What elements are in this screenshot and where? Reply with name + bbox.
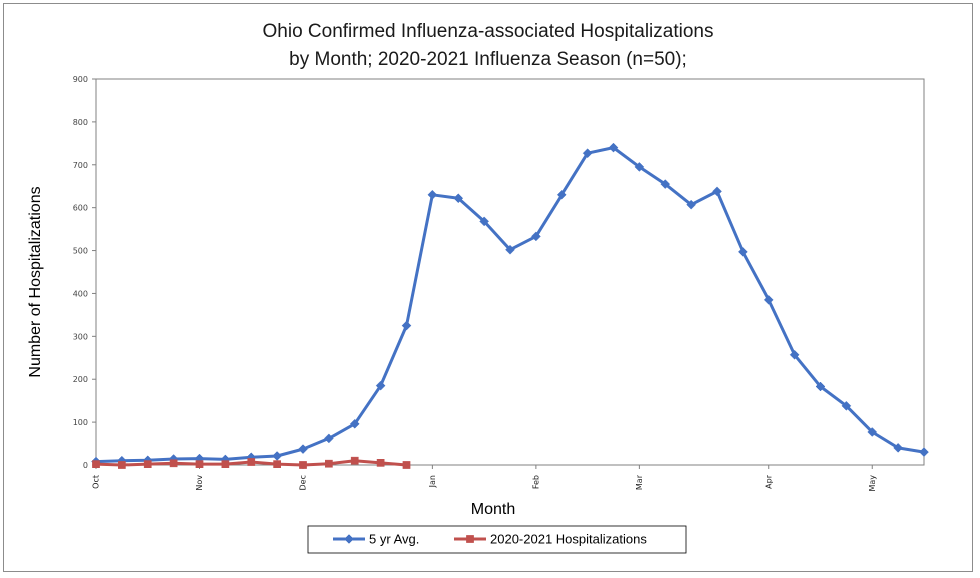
data-point	[686, 199, 696, 210]
legend-swatch-marker	[466, 535, 474, 543]
data-point	[401, 320, 412, 331]
data-point	[608, 142, 619, 153]
data-point	[402, 461, 411, 469]
data-point	[815, 381, 826, 392]
x-tick-label: Dec	[299, 475, 308, 490]
data-point	[325, 459, 333, 468]
x-tick-label: Feb	[531, 475, 540, 489]
data-point	[324, 433, 334, 444]
legend-swatch-marker	[344, 534, 354, 544]
data-point	[582, 148, 593, 159]
y-axis-title: Number of Hospitalizations	[27, 186, 44, 377]
data-point	[841, 400, 852, 411]
data-point	[505, 244, 515, 255]
data-point	[634, 162, 645, 172]
data-point	[221, 460, 230, 468]
y-axis-ticks: 0 100 200 300 400 500 600 700 800 900	[73, 75, 96, 470]
legend-label: 5 yr Avg.	[369, 532, 419, 547]
data-point	[556, 189, 567, 200]
data-point	[195, 460, 204, 468]
legend-label: 2020-2021 Hospitalizations	[490, 532, 647, 547]
legend-items: 5 yr Avg. 2020-2021 Hospitalizations	[333, 532, 647, 547]
data-point	[427, 189, 438, 200]
data-point	[118, 461, 126, 469]
data-point	[375, 380, 386, 391]
data-point	[92, 460, 100, 468]
data-point	[479, 216, 489, 227]
x-axis-ticks: Oct Nov Dec Jan Feb Mar Apr May	[92, 465, 877, 492]
chart-title-line-2: by Month; 2020-2021 Influenza Season (n=…	[289, 49, 687, 70]
data-point	[169, 459, 178, 468]
data-point	[298, 444, 308, 454]
y-tick-label: 700	[73, 161, 88, 170]
x-tick-label: Oct	[92, 475, 101, 489]
y-tick-label: 0	[83, 461, 88, 470]
data-point	[143, 460, 152, 468]
series-layer	[91, 142, 929, 469]
data-point	[763, 295, 774, 305]
x-tick-label: May	[868, 475, 877, 492]
y-tick-label: 100	[73, 418, 88, 427]
y-tick-label: 900	[73, 75, 88, 84]
data-point	[299, 461, 307, 469]
data-point	[919, 447, 929, 457]
y-tick-label: 800	[73, 118, 88, 127]
data-point	[376, 459, 385, 467]
data-point	[453, 193, 464, 204]
data-point	[867, 427, 878, 437]
data-point	[349, 418, 360, 429]
plot-border	[95, 78, 925, 466]
y-tick-label: 400	[73, 289, 88, 298]
x-tick-label: Mar	[635, 474, 644, 490]
y-tick-label: 200	[73, 375, 88, 384]
series-season-2020-2021	[92, 456, 411, 469]
x-axis-title: Month	[471, 501, 515, 518]
chart-title-line-1: Ohio Confirmed Influenza-associated Hosp…	[263, 21, 714, 42]
data-point	[350, 456, 359, 465]
data-point	[660, 179, 671, 189]
data-point	[531, 231, 541, 242]
data-point	[738, 246, 748, 257]
y-tick-label: 500	[73, 247, 88, 256]
x-tick-label: Jan	[428, 475, 437, 488]
legend: 5 yr Avg. 2020-2021 Hospitalizations	[307, 525, 687, 554]
data-point	[712, 186, 722, 197]
legend-box	[307, 525, 687, 554]
y-tick-label: 600	[73, 204, 88, 213]
y-tick-label: 300	[73, 332, 88, 341]
x-tick-label: Nov	[195, 475, 204, 491]
data-point	[247, 458, 256, 466]
data-point	[273, 460, 281, 468]
data-point	[893, 442, 903, 453]
plot-area	[95, 78, 925, 466]
data-point	[789, 349, 800, 360]
x-tick-label: Apr	[764, 474, 773, 489]
